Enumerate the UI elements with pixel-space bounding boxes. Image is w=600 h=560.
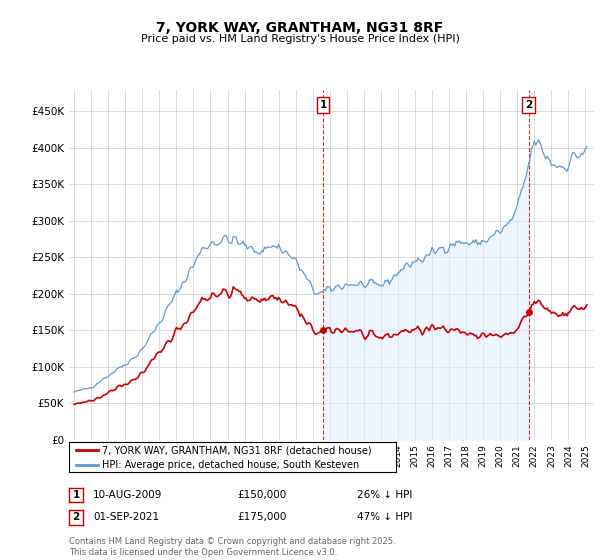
- Text: 2: 2: [525, 100, 532, 110]
- Text: Contains HM Land Registry data © Crown copyright and database right 2025.
This d: Contains HM Land Registry data © Crown c…: [69, 537, 395, 557]
- Text: 01-SEP-2021: 01-SEP-2021: [93, 512, 159, 522]
- Text: 1: 1: [319, 100, 326, 110]
- Text: HPI: Average price, detached house, South Kesteven: HPI: Average price, detached house, Sout…: [102, 460, 359, 470]
- Text: 47% ↓ HPI: 47% ↓ HPI: [357, 512, 412, 522]
- Text: 2: 2: [73, 512, 80, 522]
- Text: £175,000: £175,000: [237, 512, 286, 522]
- Text: 10-AUG-2009: 10-AUG-2009: [93, 490, 163, 500]
- Text: 1: 1: [73, 490, 80, 500]
- Text: 7, YORK WAY, GRANTHAM, NG31 8RF (detached house): 7, YORK WAY, GRANTHAM, NG31 8RF (detache…: [102, 445, 371, 455]
- Text: 7, YORK WAY, GRANTHAM, NG31 8RF: 7, YORK WAY, GRANTHAM, NG31 8RF: [157, 21, 443, 35]
- Text: 26% ↓ HPI: 26% ↓ HPI: [357, 490, 412, 500]
- Text: Price paid vs. HM Land Registry's House Price Index (HPI): Price paid vs. HM Land Registry's House …: [140, 34, 460, 44]
- Text: £150,000: £150,000: [237, 490, 286, 500]
